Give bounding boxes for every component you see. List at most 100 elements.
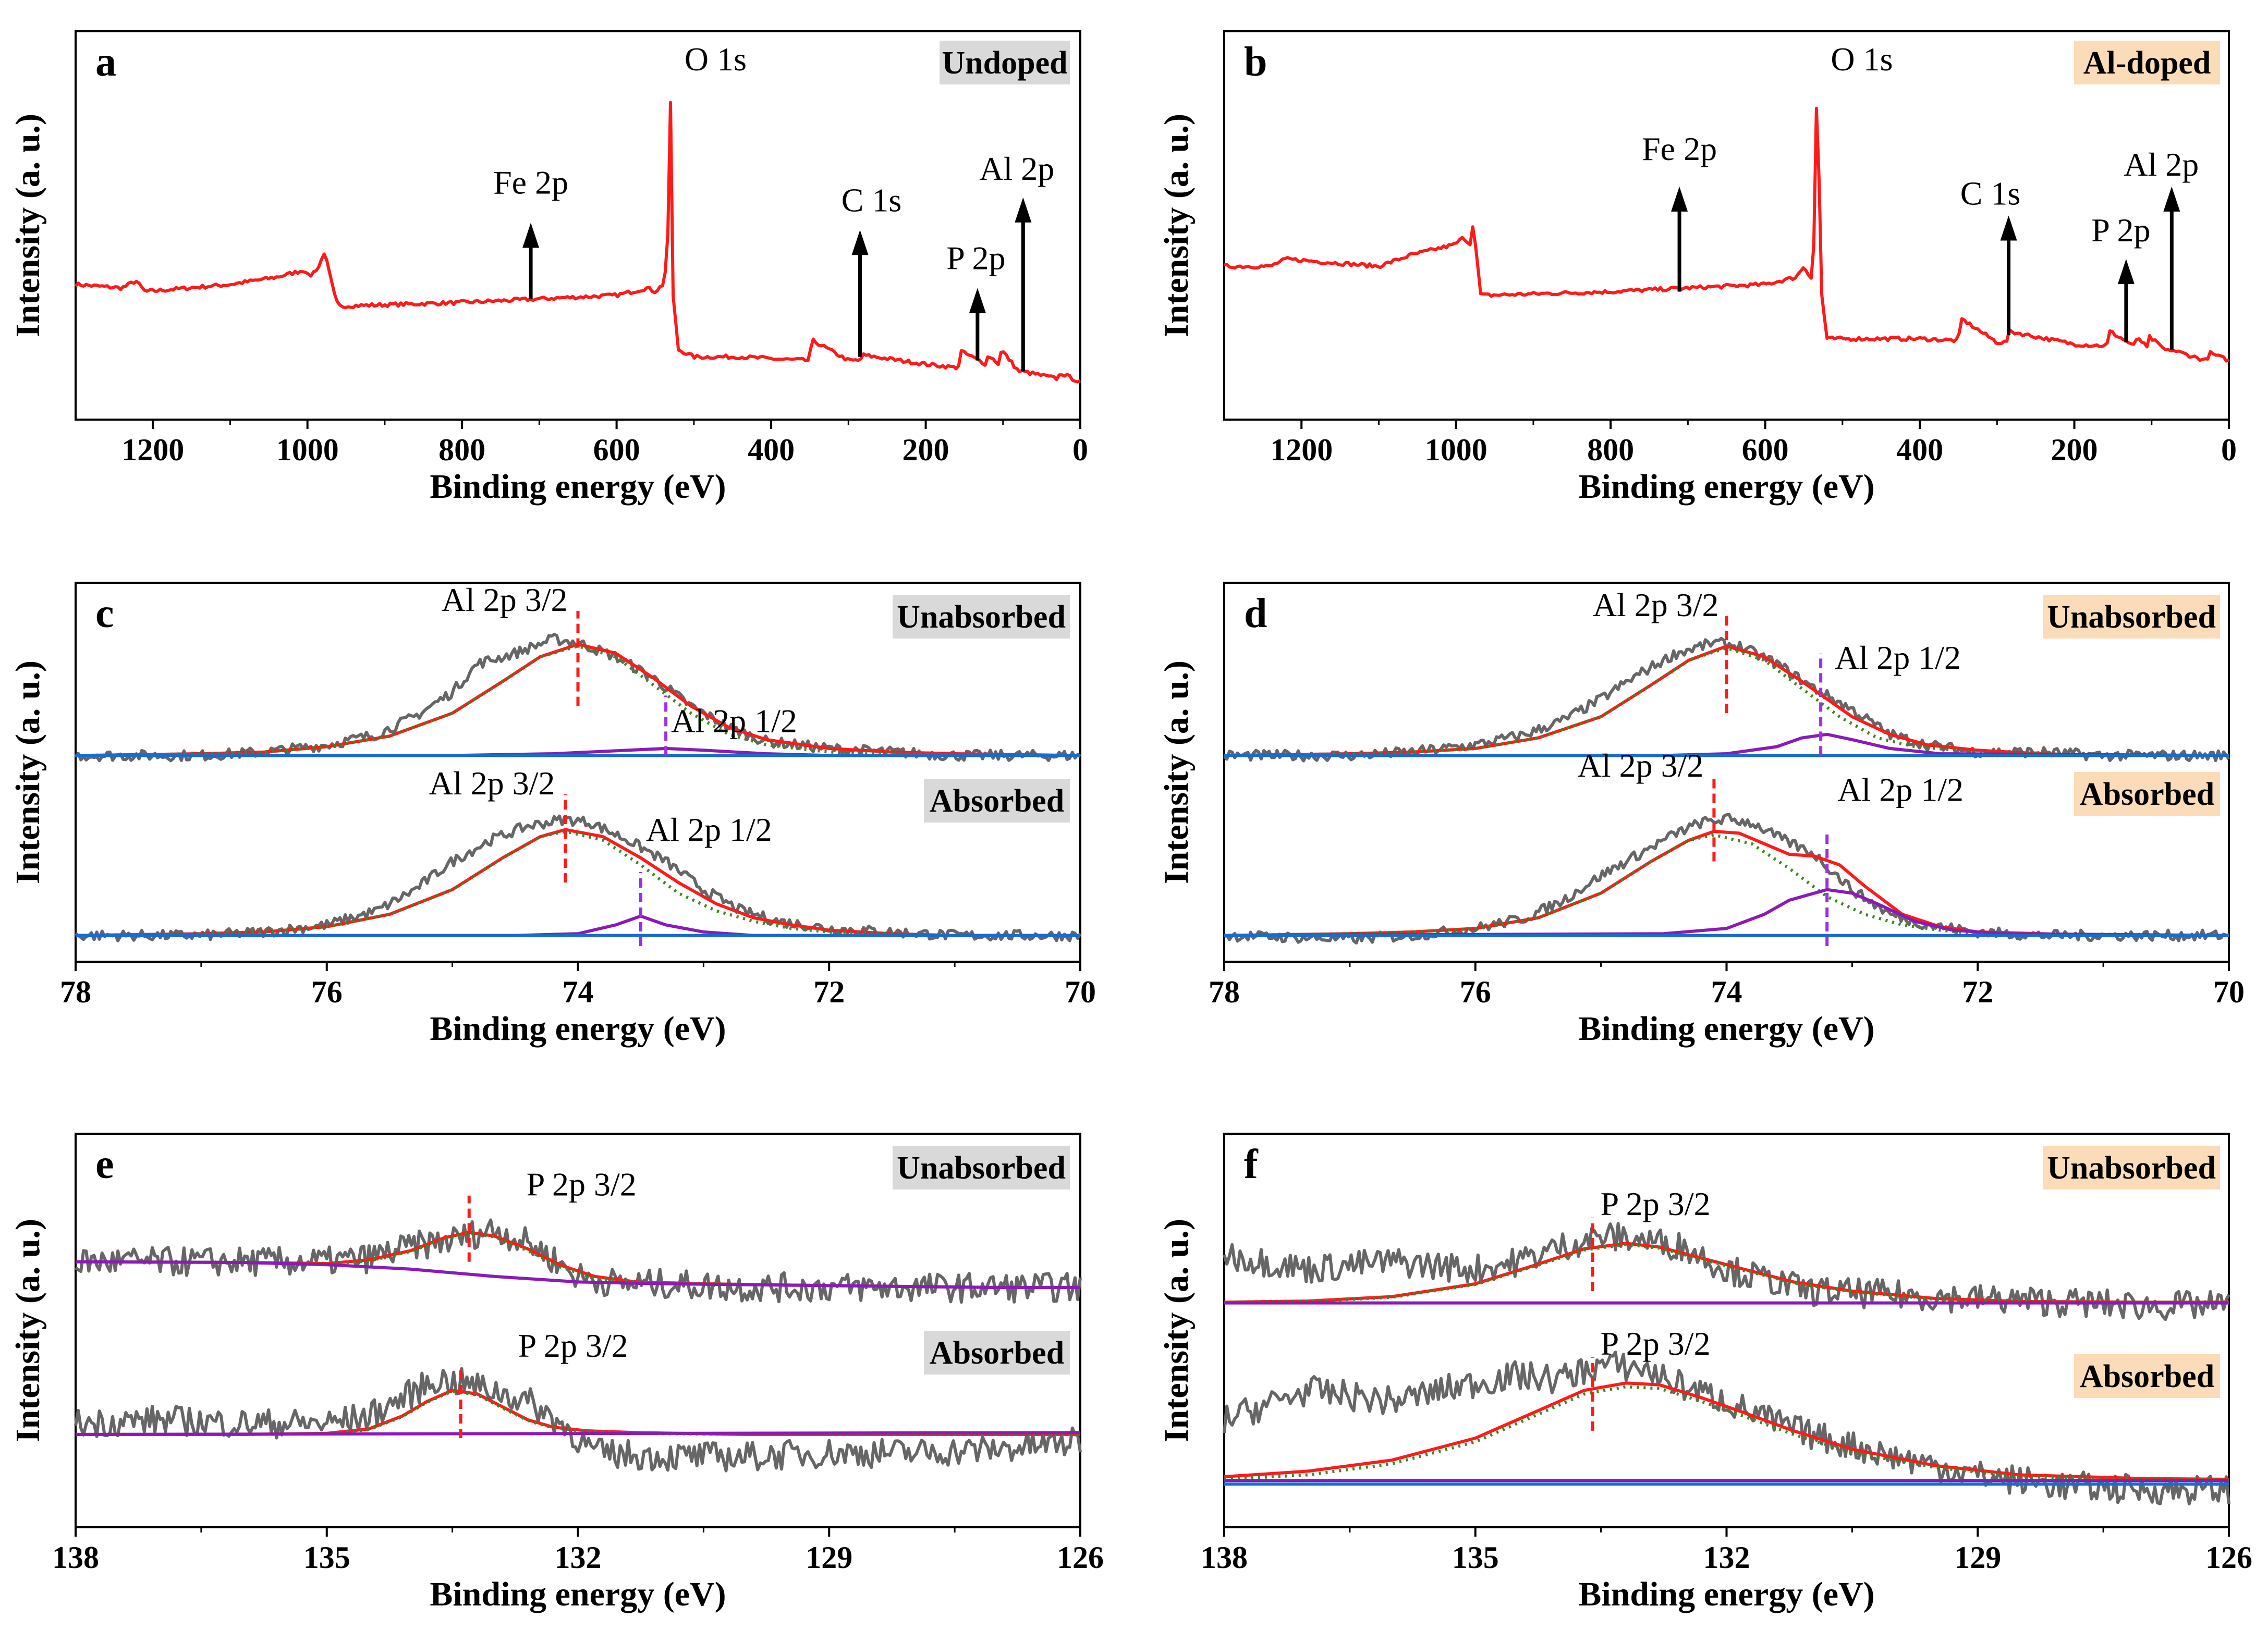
x-tick-label: 200 xyxy=(2051,433,2098,467)
x-tick-label: 70 xyxy=(1065,975,1096,1009)
x-axis-title: Binding energy (eV) xyxy=(1578,1010,1874,1048)
peak-label: Al 2p 1/2 xyxy=(1835,639,1961,676)
peak-label: Fe 2p xyxy=(493,164,568,201)
series-line xyxy=(75,830,1080,937)
x-tick-label: 126 xyxy=(2205,1540,2252,1575)
series-line xyxy=(76,1389,1080,1436)
series-line xyxy=(74,1367,1082,1473)
series-line xyxy=(75,644,1080,757)
x-tick-label: 126 xyxy=(1057,1540,1104,1575)
condition-badge-label: Unabsorbed xyxy=(897,599,1066,635)
series-line xyxy=(75,1431,1081,1436)
x-axis-title: Binding energy (eV) xyxy=(430,1010,726,1048)
condition-badge xyxy=(2074,1354,2220,1398)
x-tick-label: 74 xyxy=(1711,975,1742,1009)
peak-label: P 2p 3/2 xyxy=(1601,1325,1711,1362)
series-line xyxy=(1224,106,2230,363)
x-tick-label: 600 xyxy=(1742,433,1789,467)
series-line xyxy=(75,828,1080,937)
panel-letter: d xyxy=(1244,591,1267,636)
series-line xyxy=(1224,813,2229,945)
panel-letter: e xyxy=(95,1142,114,1187)
peak-arrow-head xyxy=(2163,186,2180,212)
x-tick-label: 1000 xyxy=(1425,433,1487,467)
series-line xyxy=(1224,1381,2229,1481)
condition-badge-label: Al-doped xyxy=(2083,45,2211,81)
peak-arrow-head xyxy=(2117,259,2135,284)
peak-label: Al 2p 1/2 xyxy=(1837,771,1964,808)
x-tick-label: 135 xyxy=(303,1540,350,1575)
series-line xyxy=(1224,646,2229,757)
peak-arrow-head xyxy=(969,288,986,313)
condition-badge xyxy=(2043,595,2220,639)
peak-arrow-head xyxy=(522,223,540,248)
x-tick-label: 0 xyxy=(2221,433,2237,467)
peak-label: P 2p xyxy=(2091,212,2150,249)
peak-arrow-head xyxy=(1671,186,1688,212)
panel-a: 1200 1000 800 600 400 200 0 Binding energy (eV)… xyxy=(9,30,1088,506)
x-tick-label: 138 xyxy=(52,1540,99,1575)
condition-badge xyxy=(940,41,1070,84)
peak-label: Al 2p 3/2 xyxy=(1593,586,1719,623)
condition-badge xyxy=(2074,41,2220,84)
condition-badge-label: Absorbed xyxy=(930,1335,1064,1371)
plot-frame xyxy=(1223,1133,2230,1528)
x-tick-label: 138 xyxy=(1201,1540,1248,1575)
condition-badge-label: Unabsorbed xyxy=(2047,1150,2216,1186)
y-axis-title: Intensity (a. u.) xyxy=(9,660,47,884)
peak-label: Al 2p 3/2 xyxy=(429,765,555,802)
peak-label: Al 2p 3/2 xyxy=(442,581,568,618)
series-line xyxy=(1224,1385,2229,1482)
peak-label: C 1s xyxy=(842,181,902,218)
condition-badge xyxy=(924,779,1070,823)
x-tick-label: 129 xyxy=(806,1540,852,1575)
peak-label: Al 2p xyxy=(2124,146,2199,183)
x-tick-label: 400 xyxy=(1896,433,1943,467)
x-tick-label: 132 xyxy=(1703,1540,1750,1575)
series-line xyxy=(1223,636,2230,763)
x-axis-title: Binding energy (eV) xyxy=(1578,468,1874,506)
series-line xyxy=(1224,888,2229,937)
x-tick-label: 1000 xyxy=(276,433,339,467)
y-axis-title: Intensity (a. u.) xyxy=(1157,1219,1196,1442)
x-tick-label: 1200 xyxy=(1270,433,1333,467)
x-tick-label: 76 xyxy=(311,975,343,1009)
x-tick-label: 78 xyxy=(1209,975,1240,1009)
series-line xyxy=(74,101,1081,384)
condition-badge xyxy=(893,1146,1070,1189)
panel-e: 138 135 132 129 126 Binding energy (eV) Intens… xyxy=(9,1133,1104,1613)
panel-f: 138 135 132 129 126 Binding energy (eV) Intens… xyxy=(1157,1133,2252,1613)
peak-arrow-head xyxy=(2000,215,2017,241)
x-tick-label: 135 xyxy=(1452,1540,1499,1575)
peak-label: C 1s xyxy=(1960,175,2021,212)
peak-label: Fe 2p xyxy=(1642,130,1717,167)
panel-c: 78 76 74 72 70 Binding energy (eV) Intensity (… xyxy=(9,581,1096,1048)
condition-badge xyxy=(893,595,1070,639)
x-tick-label: 72 xyxy=(813,975,845,1009)
panel-letter: f xyxy=(1244,1142,1259,1187)
condition-badge-label: Absorbed xyxy=(2080,1359,2214,1394)
x-tick-label: 74 xyxy=(563,975,594,1009)
x-tick-label: 600 xyxy=(593,433,640,467)
x-tick-label: 800 xyxy=(438,433,485,467)
panel-letter: b xyxy=(1244,39,1267,85)
series-line xyxy=(1223,1222,2230,1321)
y-axis-title: Intensity (a. u.) xyxy=(9,114,47,337)
x-axis-title: Binding energy (eV) xyxy=(430,468,726,506)
condition-badge-label: Undoped xyxy=(942,45,1067,81)
condition-badge xyxy=(2043,1146,2220,1189)
x-tick-label: 70 xyxy=(2213,975,2245,1009)
x-axis-title: Binding energy (eV) xyxy=(1578,1575,1874,1613)
condition-badge-label: Unabsorbed xyxy=(897,1150,1066,1186)
x-axis-title: Binding energy (eV) xyxy=(430,1575,726,1613)
y-axis-title: Intensity (a. u.) xyxy=(1157,660,1196,884)
x-tick-label: 132 xyxy=(555,1540,602,1575)
series-line xyxy=(75,643,1081,757)
panel-d: 78 76 74 72 70 Binding energy (eV) Intensity (… xyxy=(1157,582,2245,1048)
panel-b: 1200 1000 800 600 400 200 0 Binding energy (eV)… xyxy=(1157,30,2237,506)
plot-frame xyxy=(75,30,1081,421)
series-line xyxy=(1224,833,2229,937)
peak-label: P 2p 3/2 xyxy=(518,1327,628,1364)
peak-label: O 1s xyxy=(685,41,747,78)
